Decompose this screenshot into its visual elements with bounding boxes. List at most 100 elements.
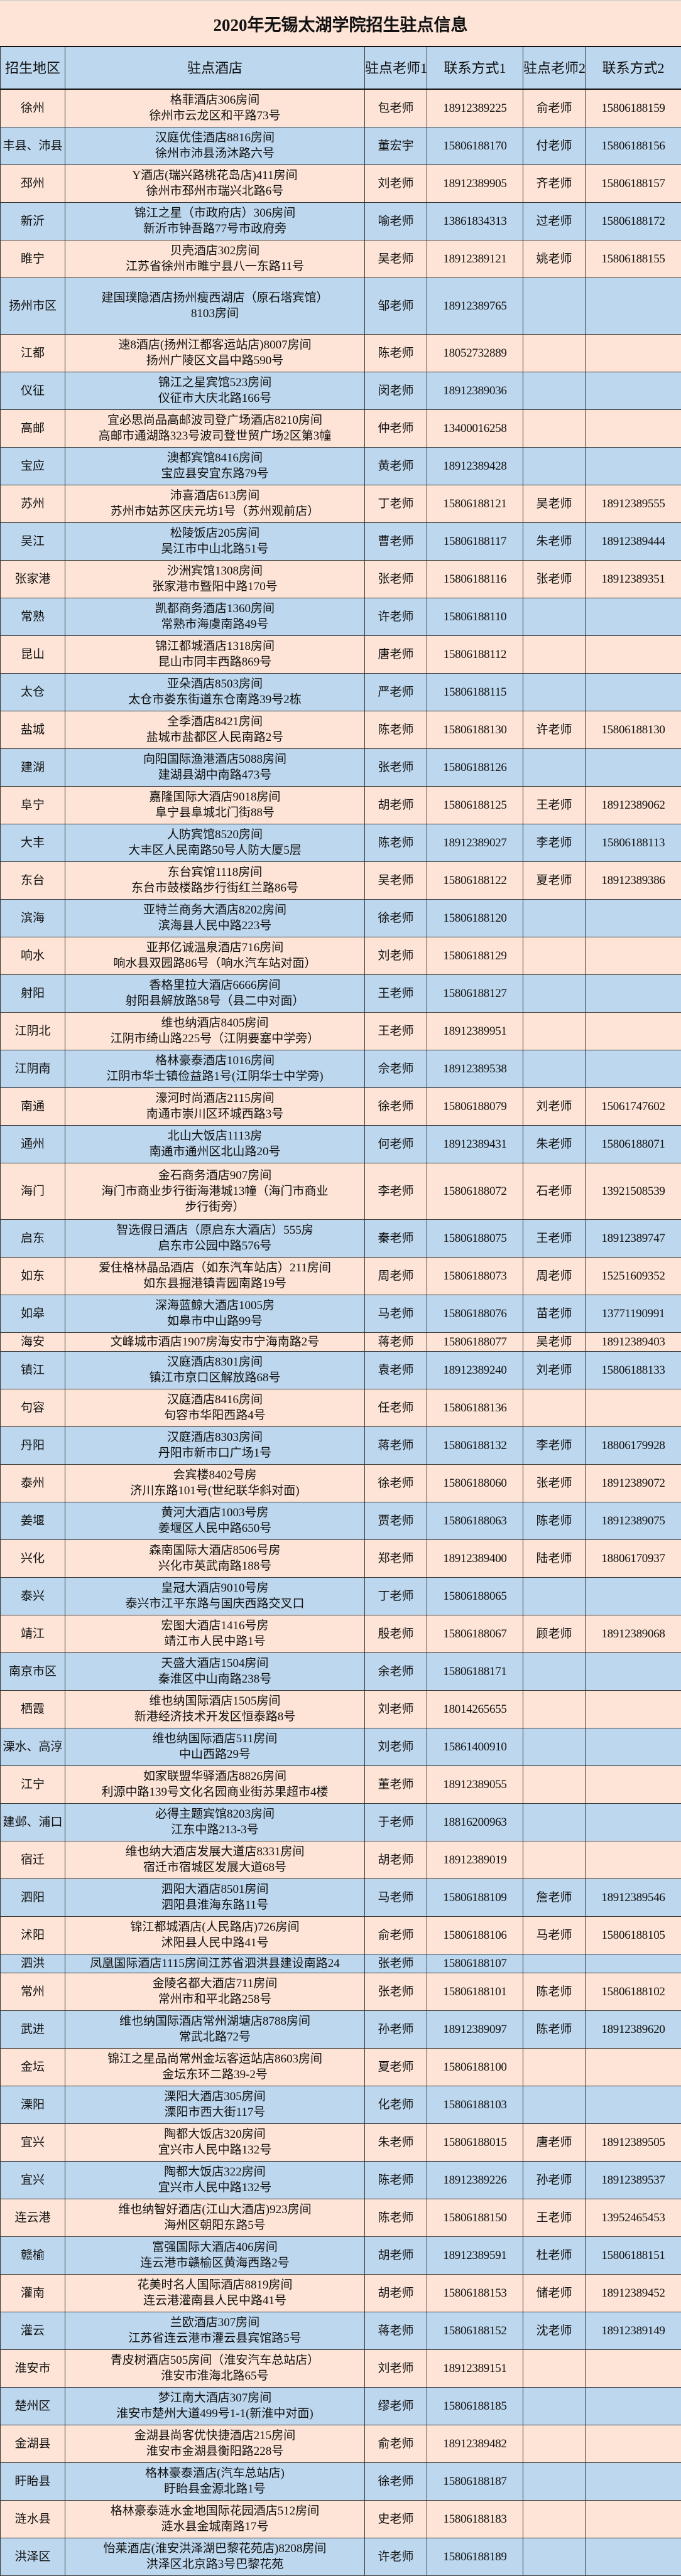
hotel-line: 汉庭酒店8303房间 <box>65 1430 364 1445</box>
hotel-cell: 澳都宾馆8416房间宝应县安宜东路79号 <box>65 447 365 485</box>
phone-2-cell: 18912389537 <box>586 2161 681 2199</box>
teacher-1-cell: 秦老师 <box>365 1219 427 1257</box>
teacher-2-cell: 俞老师 <box>523 89 586 127</box>
hotel-line: 涟水县金城南路17号 <box>65 2519 364 2535</box>
teacher-1-cell: 蒋老师 <box>365 1426 427 1464</box>
teacher-2-cell: 苗老师 <box>523 1295 586 1332</box>
hotel-cell: 陶都大饭店320房间宜兴市人民中路132号 <box>65 2123 365 2161</box>
region-cell: 新沂 <box>1 202 65 240</box>
hotel-cell: 格林豪泰酒店1016房间江阴市华士镇俭益路1号(江阴华士中学旁) <box>65 1050 365 1087</box>
hotel-cell: 亚朵酒店8503房间太仓市娄东街道东仓南路39号2栋 <box>65 673 365 711</box>
hotel-line: 濠河时尚酒店2115房间 <box>65 1091 364 1106</box>
teacher-1-cell: 丁老师 <box>365 1577 427 1615</box>
hotel-line: 锦江之星宾馆523房间 <box>65 375 364 391</box>
phone-2-cell: 15806188071 <box>586 1125 681 1163</box>
hotel-line: 徐州市邳州市瑞兴北路6号 <box>65 183 364 199</box>
phone-2-cell: 15806188151 <box>586 2236 681 2274</box>
phone-1-cell: 18912389905 <box>427 164 523 202</box>
region-cell: 盱眙县 <box>1 2462 65 2500</box>
phone-1-cell: 15806188065 <box>427 1577 523 1615</box>
hotel-cell: 怡莱酒店(淮安洪泽湖巴黎花苑店)8208房间洪泽区北京路3号巴黎花苑 <box>65 2538 365 2575</box>
phone-2-cell: 18912389068 <box>586 1615 681 1652</box>
hotel-line: 济川东路101号(世纪联华斜对面) <box>65 1483 364 1499</box>
teacher-1-cell: 邹老师 <box>365 278 427 334</box>
region-cell: 赣榆 <box>1 2236 65 2274</box>
hotel-line: 南通市崇川区环城西路3号 <box>65 1106 364 1122</box>
teacher-2-cell <box>523 2425 586 2462</box>
teacher-1-cell: 史老师 <box>365 2500 427 2538</box>
hotel-line: 宜兴市人民中路132号 <box>65 2180 364 2196</box>
region-cell: 江宁 <box>1 1765 65 1803</box>
teacher-1-cell: 何老师 <box>365 1125 427 1163</box>
region-cell: 溧水、高淳 <box>1 1728 65 1765</box>
table-row: 海门金石商务酒店907房间海门市商业步行街海港城13幢（海门市商业步行街旁）李老… <box>1 1163 681 1219</box>
teacher-1-cell: 陈老师 <box>365 2199 427 2236</box>
phone-2-cell: 15251609352 <box>586 1257 681 1295</box>
hotel-line: 徐州市沛县汤沐路六号 <box>65 146 364 161</box>
phone-1-cell: 18912389027 <box>427 824 523 861</box>
teacher-1-cell: 周老师 <box>365 1257 427 1295</box>
phone-2-cell: 18912389747 <box>586 1219 681 1257</box>
teacher-2-cell <box>523 1954 586 1973</box>
teacher-1-cell: 贾老师 <box>365 1502 427 1539</box>
teacher-1-cell: 袁老师 <box>365 1351 427 1389</box>
hotel-line: 人防宾馆8520房间 <box>65 827 364 843</box>
hotel-cell: 格林豪泰酒店(汽车总站店)盱眙县金源北路1号 <box>65 2462 365 2500</box>
phone-2-cell: 18912389386 <box>586 861 681 899</box>
hotel-line: 溧阳市西大街117号 <box>65 2104 364 2120</box>
teacher-1-cell: 黄老师 <box>365 447 427 485</box>
teacher-2-cell <box>523 1389 586 1426</box>
region-cell: 武进 <box>1 2010 65 2048</box>
teacher-2-cell: 李老师 <box>523 1426 586 1464</box>
hotel-line: 宝应县安宜东路79号 <box>65 466 364 482</box>
header-hotel: 驻点酒店 <box>65 46 365 89</box>
phone-1-cell: 15806188110 <box>427 598 523 635</box>
hotel-cell: 维也纳酒店8405房间江阴市绮山路225号（江阴要塞中学旁） <box>65 1012 365 1050</box>
hotel-line: 中山西路29号 <box>65 1747 364 1762</box>
region-cell: 昆山 <box>1 635 65 673</box>
phone-2-cell <box>586 598 681 635</box>
region-cell: 太仓 <box>1 673 65 711</box>
phone-1-cell: 15806188170 <box>427 127 523 164</box>
phone-1-cell: 15806188130 <box>427 711 523 748</box>
teacher-2-cell <box>523 635 586 673</box>
hotel-line: 金坛东环二路39-2号 <box>65 2067 364 2083</box>
hotel-line: 泗阳大酒店8501房间 <box>65 1882 364 1897</box>
region-cell: 如皋 <box>1 1295 65 1332</box>
hotel-line: 沛喜酒店613房间 <box>65 488 364 504</box>
teacher-2-cell: 储老师 <box>523 2274 586 2312</box>
region-cell: 洪泽区 <box>1 2538 65 2575</box>
phone-2-cell: 18806170937 <box>586 1539 681 1577</box>
region-cell: 吴江 <box>1 522 65 560</box>
teacher-2-cell <box>523 1050 586 1087</box>
teacher-2-cell: 李老师 <box>523 824 586 861</box>
recruitment-table: 招生地区 驻点酒店 驻点老师1 联系方式1 驻点老师2 联系方式2 徐州格菲酒店… <box>0 46 681 2576</box>
table-row: 高邮宜必思尚品高邮波司登广场酒店8210房间高邮市通湖路323号波司登世贸广场2… <box>1 409 681 447</box>
hotel-line: 建湖县湖中南路473号 <box>65 767 364 783</box>
phone-1-cell: 18912389151 <box>427 2349 523 2387</box>
teacher-2-cell <box>523 937 586 974</box>
phone-1-cell: 18912389121 <box>427 240 523 278</box>
teacher-1-cell: 俞老师 <box>365 2425 427 2462</box>
region-cell: 宜兴 <box>1 2123 65 2161</box>
hotel-cell: 全季酒店8421房间盐城市盐都区人民南路2号 <box>65 711 365 748</box>
teacher-2-cell: 石老师 <box>523 1163 586 1219</box>
phone-2-cell <box>586 899 681 937</box>
hotel-cell: 森南国际大酒店8506号房兴化市英武南路188号 <box>65 1539 365 1577</box>
teacher-1-cell: 李老师 <box>365 1163 427 1219</box>
hotel-line: 亚朵酒店8503房间 <box>65 676 364 692</box>
phone-1-cell: 15806188015 <box>427 2123 523 2161</box>
teacher-2-cell: 王老师 <box>523 2199 586 2236</box>
hotel-line: 格林豪泰涟水金地国际花园酒店512房间 <box>65 2503 364 2519</box>
